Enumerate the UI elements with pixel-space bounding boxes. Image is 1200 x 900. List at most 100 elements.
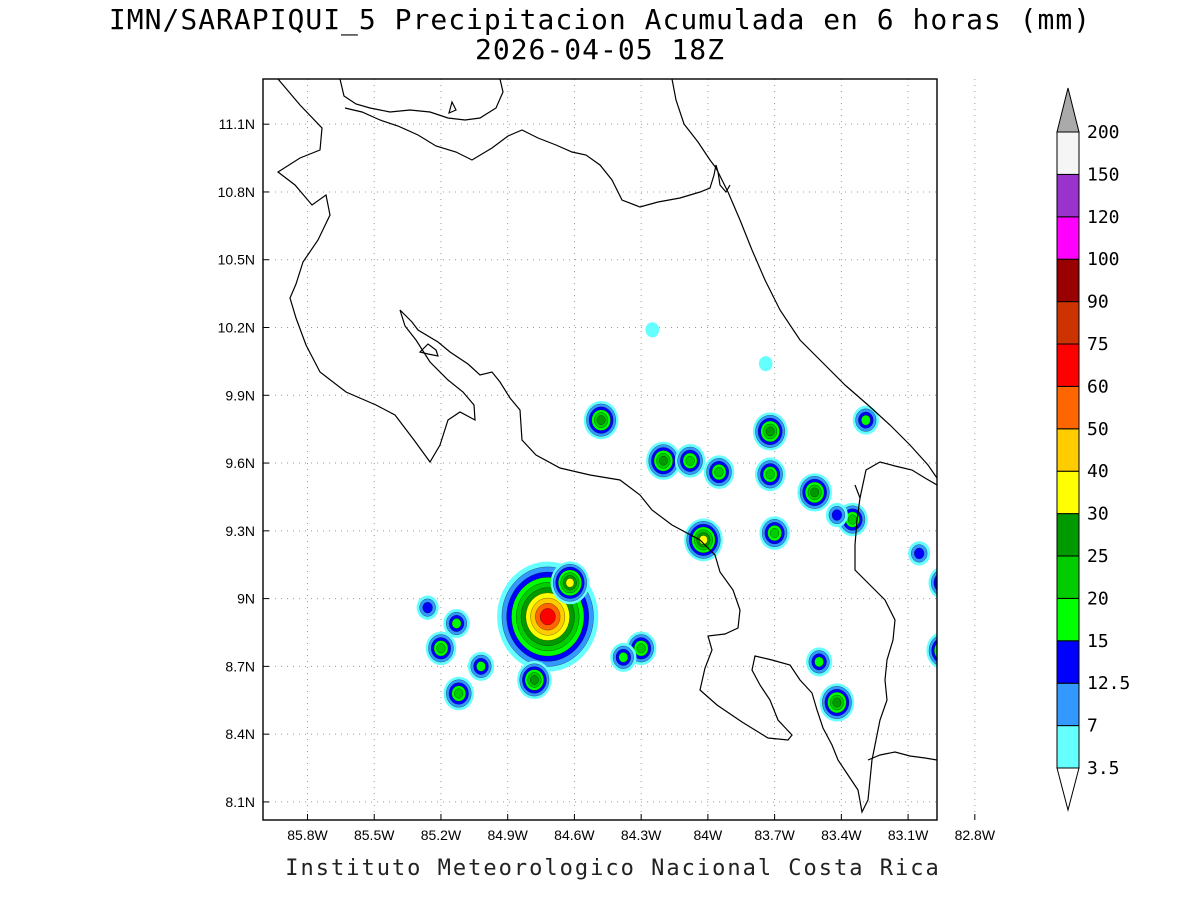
precip-cell: [759, 516, 790, 550]
x-tick-label: 85.8W: [287, 827, 328, 843]
precip-contour: [943, 497, 963, 519]
precip-contour: [970, 381, 984, 396]
precip-contour: [999, 676, 1014, 692]
precip-contour: [765, 426, 775, 437]
x-tick-label: 82.8W: [955, 827, 996, 843]
y-tick-label: 8.7N: [225, 658, 255, 674]
plot-frame: [262, 78, 938, 821]
colorbar-over-arrow: [1056, 87, 1080, 133]
chart-subtitle-datetime: 2026-04-05 18Z: [474, 33, 725, 66]
precip-contour: [1001, 679, 1010, 689]
colorbar-label: 100: [1087, 249, 1120, 270]
precip-contour: [770, 528, 780, 539]
colorbar-swatch: [1056, 470, 1080, 515]
precip-cell: [825, 502, 848, 528]
precip-cell: [944, 584, 974, 618]
precip-cell: [937, 491, 967, 525]
precip-cell: [928, 567, 937, 598]
colorbar-swatch: [1056, 343, 1080, 387]
colorbar-label: 12.5: [1087, 673, 1130, 694]
x-tick-label: 84.6W: [554, 827, 595, 843]
lake-nicaragua-shore: [339, 79, 504, 121]
colorbar-label: 15: [1087, 631, 1109, 652]
precip-cell: [646, 441, 681, 480]
precip-contour: [933, 574, 937, 592]
y-tick-label: 9N: [237, 591, 255, 607]
precip-cell: [416, 595, 439, 620]
y-tick-label: 8.4N: [225, 726, 255, 742]
colorbar-label: 200: [1087, 122, 1120, 143]
small-lagoon: [418, 343, 439, 357]
precip-contour: [758, 356, 773, 372]
precip-contour: [1024, 646, 1033, 656]
precip-contour: [948, 503, 957, 513]
precip-contour: [947, 587, 972, 615]
y-tick-label: 8.1N: [225, 794, 255, 810]
panama-coast-east: [867, 751, 937, 761]
precip-contour: [952, 593, 966, 609]
colorbar-swatch: [1056, 555, 1080, 599]
y-tick-label: 9.3N: [225, 523, 255, 539]
precip-contour: [422, 601, 433, 614]
precip-contour: [944, 584, 974, 618]
precip-contour: [1004, 548, 1013, 558]
precip-cell: [550, 561, 590, 605]
pacific-coastline-north: [276, 79, 896, 814]
precip-cell: [610, 642, 637, 672]
precip-cell: [797, 473, 832, 512]
precip-contour: [765, 469, 775, 480]
precip-contour: [832, 697, 842, 708]
precip-contour: [914, 547, 925, 560]
precip-contour: [565, 578, 575, 588]
colorbar-swatch: [1056, 301, 1080, 345]
precip-contour: [618, 652, 629, 663]
x-tick-label: 84W: [693, 827, 723, 843]
precip-contour: [975, 530, 984, 540]
precip-cell: [908, 541, 931, 566]
precip-contour: [685, 455, 695, 466]
precip-contour: [451, 618, 462, 629]
y-tick-label: 9.9N: [225, 387, 255, 403]
precip-contour: [972, 527, 987, 543]
y-tick-label: 10.2N: [218, 320, 255, 336]
precip-cell: [993, 670, 1019, 699]
precip-contour: [940, 494, 965, 522]
y-tick-label: 9.6N: [225, 455, 255, 471]
caribbean-coastline: [671, 79, 937, 479]
precip-contour: [1001, 545, 1016, 561]
precip-contour: [810, 487, 820, 498]
x-tick-label: 83.1W: [888, 827, 929, 843]
colorbar-label: 30: [1087, 504, 1109, 525]
y-tick-label: 10.5N: [218, 252, 255, 268]
precip-cell: [754, 457, 786, 492]
colorbar-under-arrow: [1056, 767, 1080, 812]
precip-contour: [454, 688, 464, 699]
precip-cell: [703, 455, 735, 489]
colorbar-label: 75: [1087, 334, 1109, 355]
colorbar-swatch: [1056, 216, 1080, 260]
precip-cell: [926, 632, 947, 669]
precip-cell: [684, 518, 723, 562]
colorbar-label: 50: [1087, 419, 1109, 440]
precip-cell: [995, 539, 1021, 568]
precip-cell: [497, 561, 599, 672]
precip-cell: [645, 322, 660, 338]
precip-contour: [1013, 634, 1043, 668]
precip-cell: [443, 608, 470, 638]
colorbar-swatch: [1056, 131, 1080, 175]
precip-contour: [966, 521, 992, 550]
precip-contour: [714, 467, 724, 478]
precip-contour: [939, 646, 947, 655]
precip-contour: [476, 661, 486, 672]
nicaragua-border: [344, 107, 731, 208]
precip-contour: [955, 596, 964, 606]
precip-contour: [1018, 640, 1038, 662]
x-tick-label: 83.7W: [754, 827, 795, 843]
precip-cell: [970, 381, 984, 396]
colorbar-label: 25: [1087, 546, 1109, 567]
latitude-axis: 11.1N 10.8N 10.5N 10.2N 9.9N 9.6N 9.3N 9N 8.7N 8.…: [218, 116, 269, 810]
precip-contour: [936, 648, 937, 654]
precip-cell: [1013, 634, 1043, 668]
colorbar-label: 20: [1087, 588, 1109, 609]
colorbar-swatch: [1056, 258, 1080, 303]
